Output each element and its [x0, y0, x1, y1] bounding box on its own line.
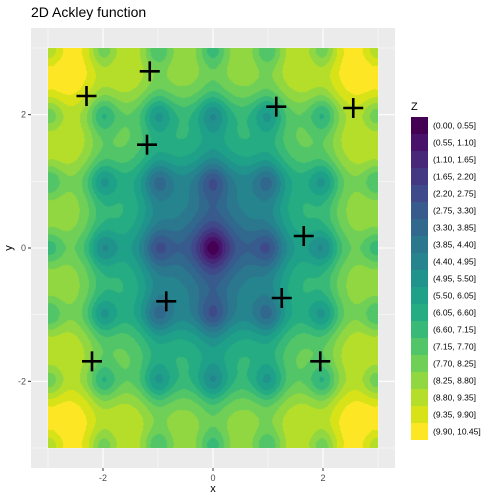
legend-label: (1.65, 2.20] [433, 172, 476, 182]
legend-key [411, 372, 428, 389]
x-axis-title: x [210, 483, 216, 495]
data-point [293, 226, 314, 246]
legend-key [411, 202, 428, 219]
legend-label: (9.90, 10.45] [433, 427, 481, 437]
legend-key [411, 236, 428, 253]
legend-label: (4.40, 4.95] [433, 257, 476, 267]
legend-label: (1.10, 1.65] [433, 155, 476, 165]
legend-label: (2.20, 2.75] [433, 189, 476, 199]
legend-key [411, 219, 428, 236]
legend-label: (2.75, 3.30] [433, 206, 476, 216]
legend-key [411, 389, 428, 406]
chart-title: 2D Ackley function [31, 4, 146, 20]
legend-key [411, 185, 428, 202]
legend-key [411, 287, 428, 304]
x-tick-label: 2 [320, 473, 325, 483]
legend-key [411, 406, 428, 423]
data-point [343, 98, 364, 118]
legend-label: (5.50, 6.05] [433, 291, 476, 301]
data-point [310, 351, 331, 372]
legend-label: (0.00, 0.55] [433, 121, 476, 131]
legend-key [411, 168, 428, 185]
y-axis-ticks: -2 0 2 [18, 110, 31, 386]
data-point [266, 96, 287, 117]
legend-title: Z [411, 101, 418, 113]
data-point [82, 351, 102, 372]
legend-label: (7.15, 7.70] [433, 342, 476, 352]
data-point [139, 61, 160, 82]
legend-label: (3.85, 4.40] [433, 240, 476, 250]
legend-key [411, 270, 428, 287]
legend-label: (6.05, 6.60] [433, 308, 476, 318]
legend-label: (7.70, 8.25] [433, 359, 476, 369]
y-tick-label: 2 [21, 110, 26, 120]
legend-key [411, 321, 428, 338]
legend-label: (0.55, 1.10] [433, 138, 476, 148]
y-axis-title: y [3, 245, 15, 251]
data-point [76, 86, 97, 106]
legend-key [411, 304, 428, 321]
legend-label: (8.25, 8.80] [433, 376, 476, 386]
data-point [271, 288, 292, 308]
x-tick-label: -2 [99, 473, 107, 483]
x-tick-label: 0 [210, 473, 215, 483]
legend-label: (4.95, 5.50] [433, 274, 476, 284]
legend-key [411, 253, 428, 270]
legend-key [411, 423, 428, 440]
legend-label: (9.35, 9.90] [433, 410, 476, 420]
data-point [137, 134, 157, 155]
legend-key [411, 355, 428, 372]
legend-label: (3.30, 3.85] [433, 223, 476, 233]
legend: (0.00, 0.55] (0.55, 1.10] (1.10, 1.65] (1.6… [411, 117, 481, 440]
x-axis-ticks: -2 0 2 [99, 468, 326, 483]
legend-label: (6.60, 7.15] [433, 325, 476, 335]
legend-key [411, 338, 428, 355]
data-point [156, 291, 177, 312]
y-tick-label: 0 [21, 243, 26, 253]
legend-label: (8.80, 9.35] [433, 393, 476, 403]
legend-key [411, 134, 428, 151]
y-tick-label: -2 [18, 376, 26, 386]
points-layer [76, 61, 364, 372]
contour-fill [48, 48, 378, 448]
legend-key [411, 151, 428, 168]
legend-key [411, 117, 428, 134]
